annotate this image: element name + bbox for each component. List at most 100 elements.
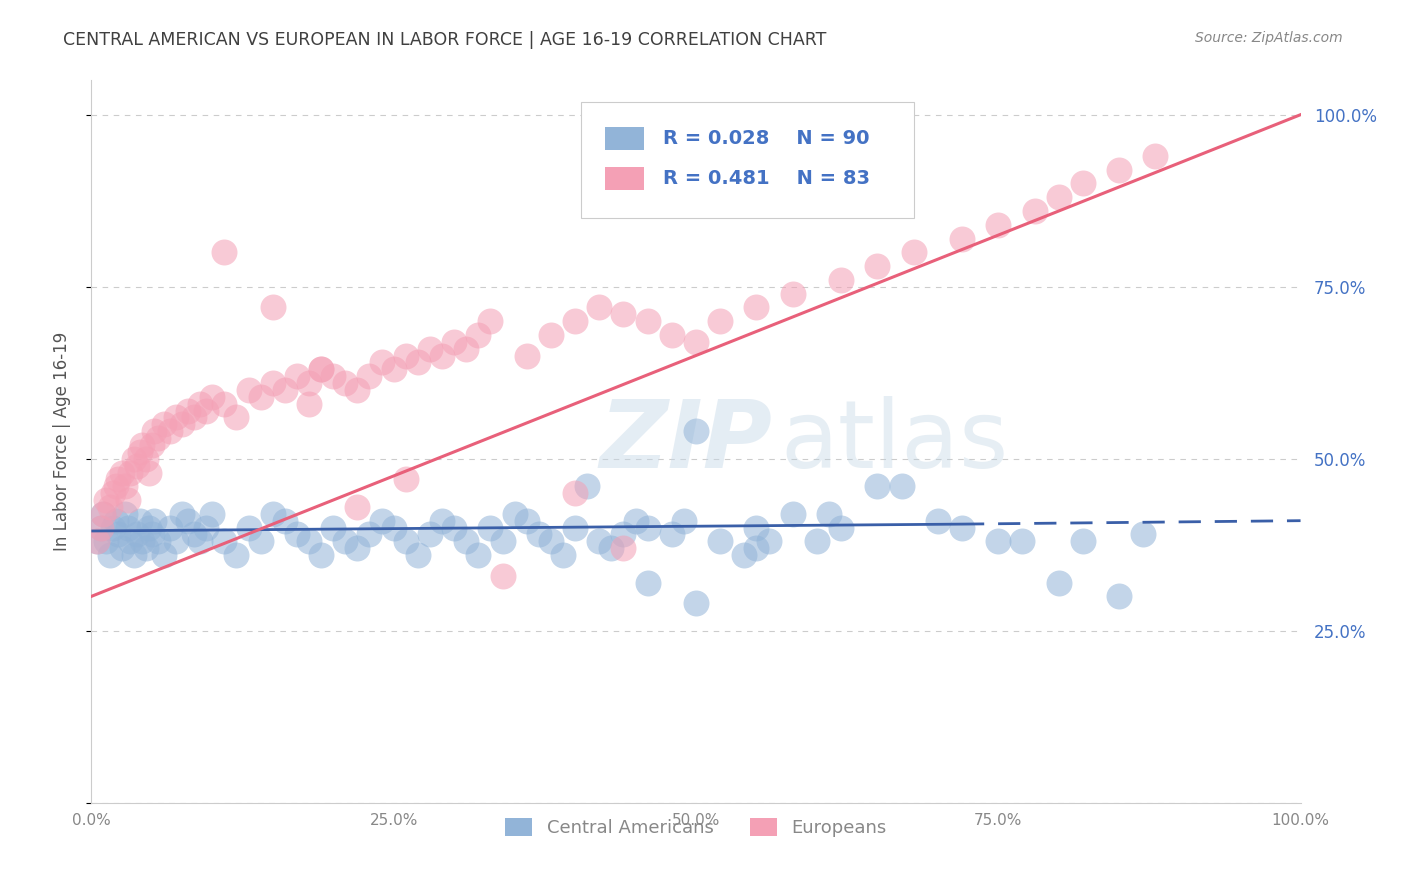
Point: [685, 334, 707, 349]
Point: [745, 301, 768, 315]
Point: [467, 327, 489, 342]
Point: [745, 520, 768, 534]
Point: [172, 507, 194, 521]
Point: [830, 273, 852, 287]
Point: [1144, 149, 1167, 163]
Point: [588, 301, 610, 315]
Point: [141, 527, 163, 541]
Point: [146, 431, 169, 445]
Point: [903, 245, 925, 260]
Point: [782, 286, 804, 301]
Point: [111, 541, 132, 556]
Text: R = 0.028    N = 90: R = 0.028 N = 90: [664, 129, 870, 148]
Point: [86, 534, 108, 549]
Point: [685, 424, 707, 438]
Point: [120, 534, 142, 549]
Point: [950, 520, 973, 534]
Point: [419, 527, 441, 541]
Point: [1024, 204, 1046, 219]
Point: [86, 534, 108, 549]
Point: [177, 403, 200, 417]
Point: [128, 514, 150, 528]
Point: [131, 534, 153, 549]
Point: [285, 369, 308, 384]
Point: [309, 548, 332, 562]
Point: [188, 534, 211, 549]
Point: [93, 507, 115, 521]
Point: [1071, 534, 1094, 549]
Point: [359, 527, 381, 541]
Point: [309, 362, 332, 376]
Point: [1071, 177, 1094, 191]
Point: [612, 307, 634, 321]
Point: [101, 486, 124, 500]
Point: [262, 376, 284, 390]
Point: [685, 596, 707, 610]
Point: [503, 507, 526, 521]
Point: [564, 520, 586, 534]
Point: [612, 541, 634, 556]
Point: [516, 349, 538, 363]
Legend: Central Americans, Europeans: Central Americans, Europeans: [498, 811, 894, 845]
Point: [467, 548, 489, 562]
Point: [382, 362, 405, 376]
Point: [491, 568, 513, 582]
Point: [225, 410, 247, 425]
Point: [540, 534, 562, 549]
Point: [430, 349, 453, 363]
Point: [214, 245, 236, 260]
Text: atlas: atlas: [780, 395, 1010, 488]
Point: [214, 534, 236, 549]
Point: [346, 500, 368, 514]
Point: [262, 507, 284, 521]
Point: [165, 534, 187, 549]
Point: [104, 479, 127, 493]
Point: [624, 514, 647, 528]
Point: [527, 527, 550, 541]
Point: [672, 514, 695, 528]
Point: [298, 397, 321, 411]
Point: [214, 397, 236, 411]
Point: [346, 541, 368, 556]
Point: [661, 327, 683, 342]
Point: [758, 534, 780, 549]
Point: [225, 548, 247, 562]
Point: [491, 534, 513, 549]
Point: [127, 458, 149, 473]
Point: [637, 314, 659, 328]
Point: [782, 507, 804, 521]
Point: [153, 417, 176, 432]
Point: [111, 466, 132, 480]
Point: [146, 534, 169, 549]
Point: [382, 520, 405, 534]
Point: [322, 369, 344, 384]
Point: [1108, 162, 1130, 177]
Point: [540, 327, 562, 342]
Point: [117, 520, 139, 534]
Point: [866, 479, 889, 493]
Point: [141, 438, 163, 452]
Point: [395, 534, 418, 549]
Point: [183, 527, 205, 541]
Point: [127, 527, 149, 541]
Point: [346, 383, 368, 397]
Point: [456, 534, 478, 549]
Point: [406, 548, 429, 562]
Point: [322, 520, 344, 534]
Point: [120, 466, 142, 480]
Point: [479, 520, 502, 534]
Point: [143, 514, 166, 528]
Y-axis label: In Labor Force | Age 16-19: In Labor Force | Age 16-19: [52, 332, 70, 551]
Text: CENTRAL AMERICAN VS EUROPEAN IN LABOR FORCE | AGE 16-19 CORRELATION CHART: CENTRAL AMERICAN VS EUROPEAN IN LABOR FO…: [63, 31, 827, 49]
Point: [98, 548, 121, 562]
Point: [516, 514, 538, 528]
Point: [1011, 534, 1033, 549]
Point: [195, 403, 218, 417]
Text: R = 0.481    N = 83: R = 0.481 N = 83: [664, 169, 870, 188]
Point: [94, 493, 117, 508]
Point: [153, 548, 176, 562]
Point: [177, 514, 200, 528]
Point: [195, 520, 218, 534]
Point: [128, 445, 150, 459]
Point: [107, 472, 129, 486]
